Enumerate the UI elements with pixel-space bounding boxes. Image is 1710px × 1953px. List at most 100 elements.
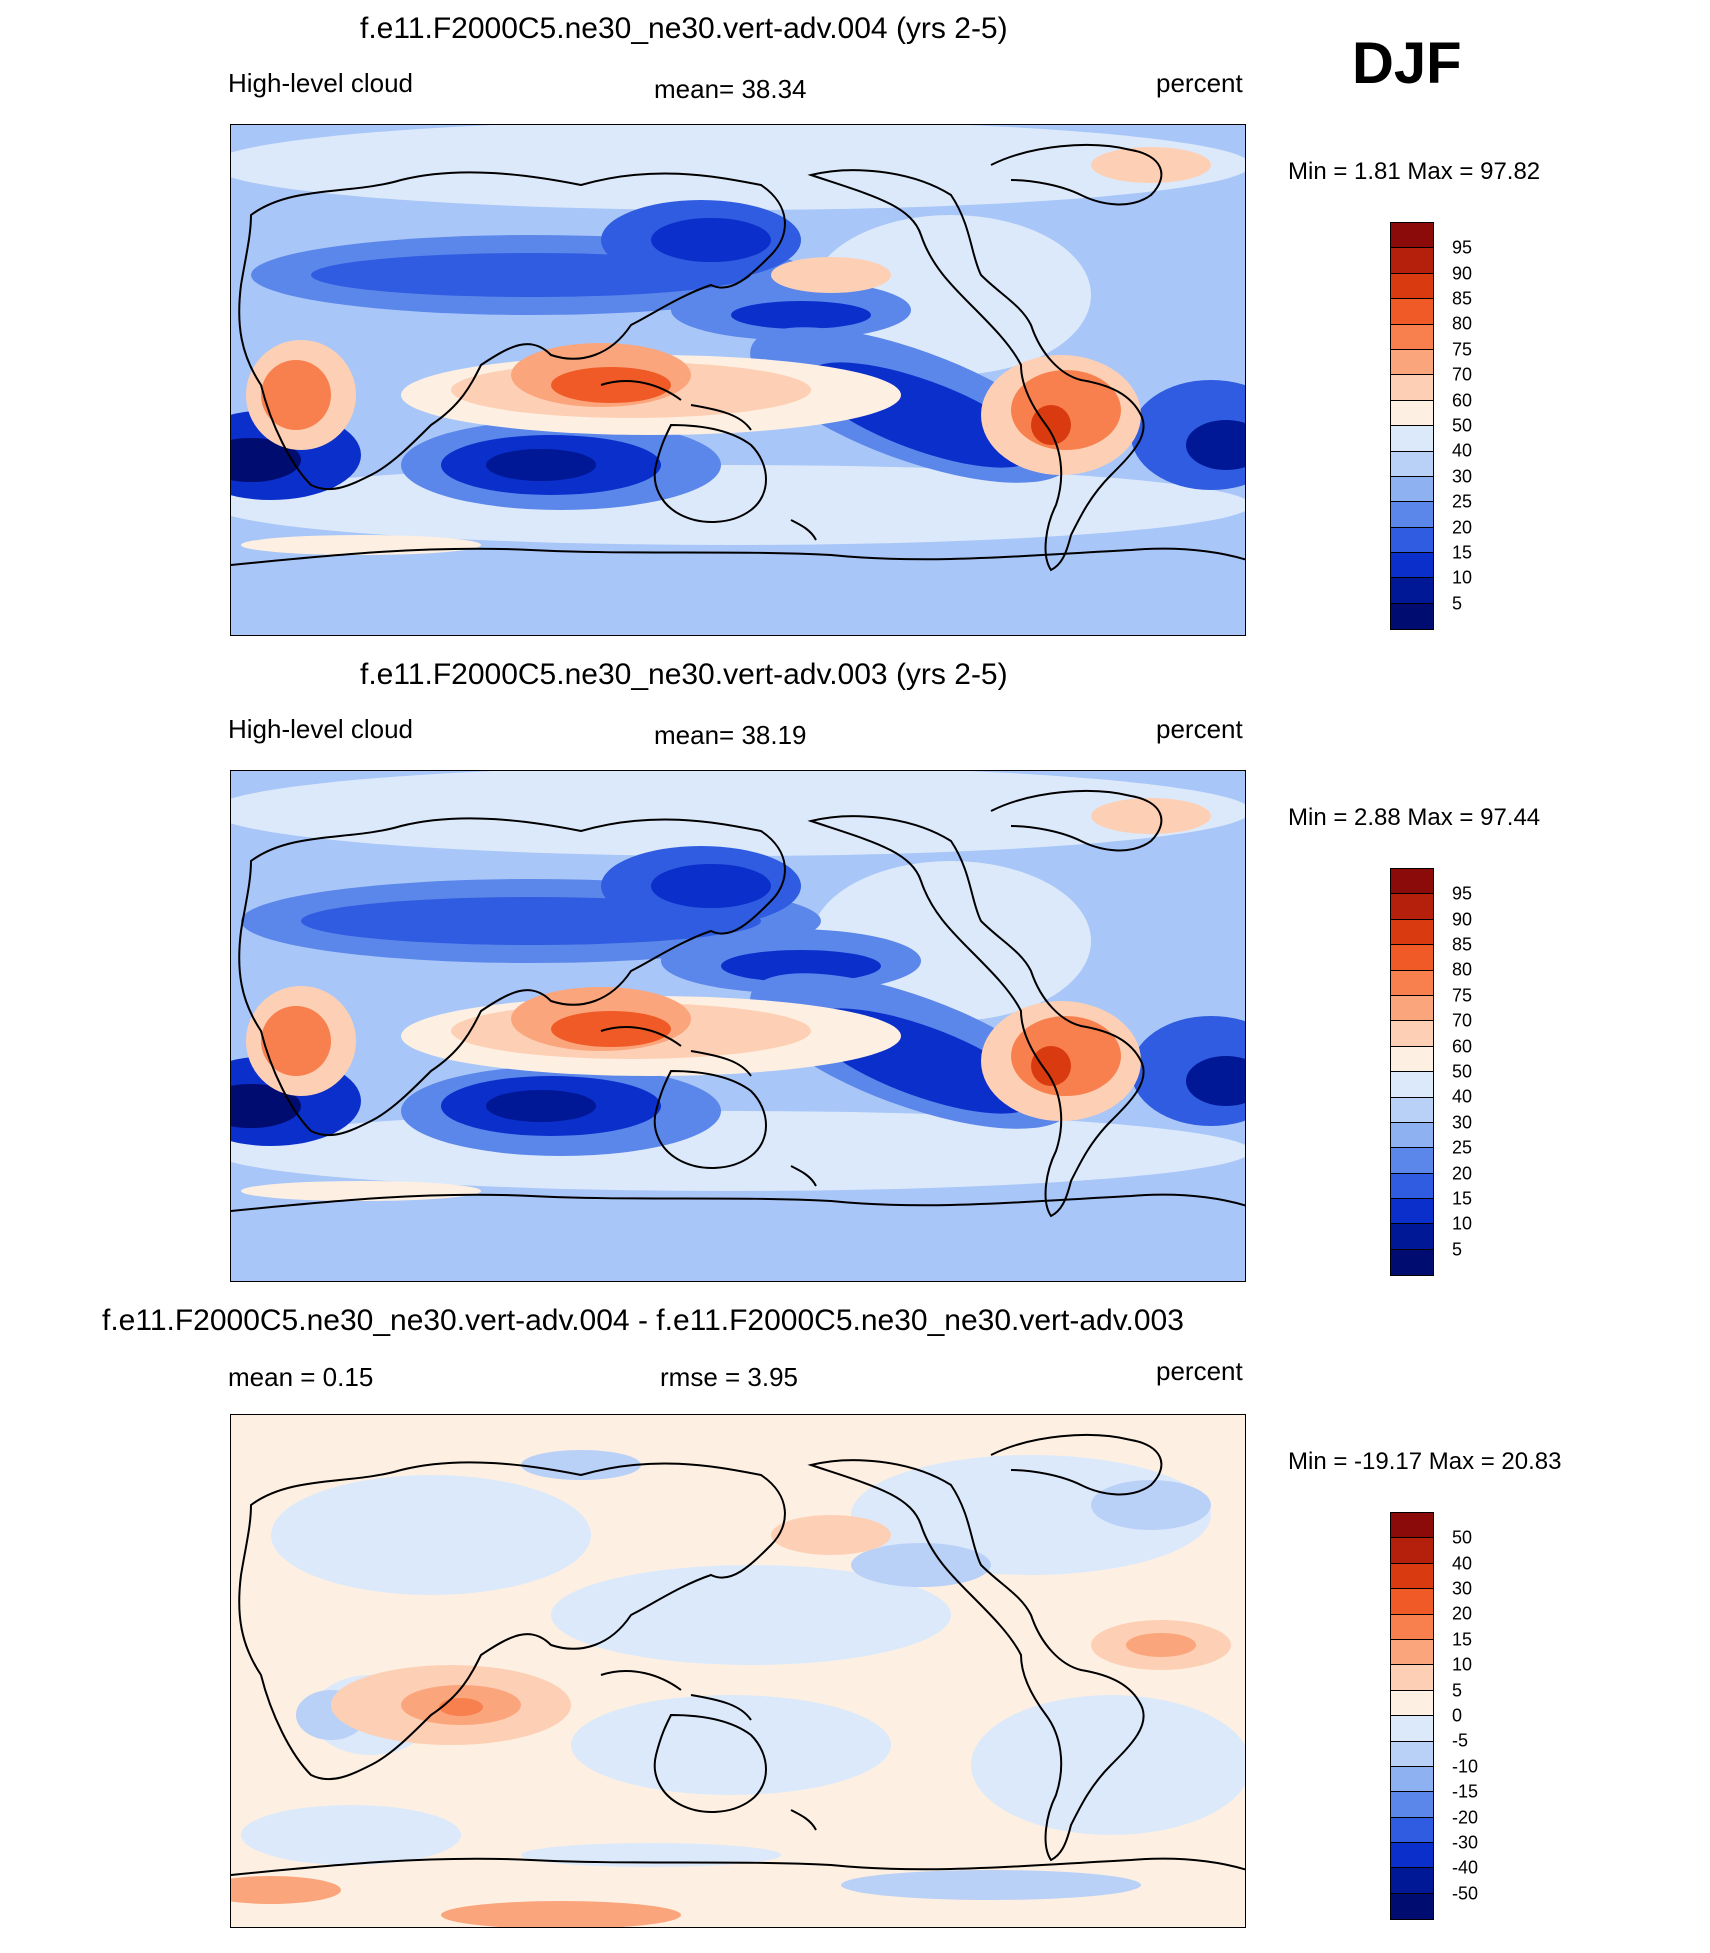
- panel-2-units-label: percent: [1156, 714, 1243, 744]
- panel-3-colorbar: [1390, 1512, 1434, 1921]
- panel-2-contour-field: [231, 771, 1245, 1281]
- panel-1-colorbar-tick: 85: [1452, 288, 1473, 309]
- panel-2-colorbar-swatch: [1391, 1173, 1433, 1200]
- panel-2-colorbar-tick: 30: [1452, 1112, 1473, 1133]
- panel-2-colorbar-tick: 95: [1452, 883, 1473, 904]
- panel-1-colorbar-swatch: [1391, 451, 1433, 477]
- panel-2-colorbar-swatch: [1391, 894, 1433, 920]
- panel-3-contour-field: [231, 1415, 1245, 1927]
- panel-2-colorbar: [1390, 868, 1434, 1277]
- panel-3-colorbar-swatch: [1391, 1766, 1433, 1793]
- panel-2-mean-label: mean= 38.19: [654, 720, 807, 750]
- panel-2-colorbar-tick: 85: [1452, 934, 1473, 955]
- panel-3-colorbar-tick: 40: [1452, 1553, 1473, 1574]
- panel-3-colorbar-tick: 15: [1452, 1629, 1473, 1650]
- panel-3-colorbar-swatch: [1391, 1690, 1433, 1717]
- panel-1-colorbar-swatch: [1391, 603, 1433, 630]
- panel-2-map: [230, 770, 1246, 1282]
- panel-2-colorbar-tick: 50: [1452, 1061, 1473, 1082]
- panel-1-colorbar-swatch: [1391, 553, 1433, 579]
- panel-3-colorbar-swatch: [1391, 1741, 1433, 1767]
- panel-1-colorbar-tick: 10: [1452, 567, 1473, 588]
- panel-1-map: [230, 124, 1246, 636]
- panel-1-colorbar-tick: 50: [1452, 415, 1473, 436]
- panel-1-colorbar-swatch: [1391, 502, 1433, 528]
- panel-3-colorbar-swatch: [1391, 1589, 1433, 1615]
- panel-3-colorbar-swatch: [1391, 1513, 1433, 1539]
- panel-1-colorbar-swatch: [1391, 476, 1433, 503]
- panel-1-units-label: percent: [1156, 68, 1243, 98]
- panel-2-colorbar-swatch: [1391, 1199, 1433, 1225]
- panel-1-colorbar-tick: 90: [1452, 263, 1473, 284]
- panel-3-rmse-label: rmse = 3.95: [660, 1362, 799, 1392]
- panel-1-colorbar-tick: 20: [1452, 517, 1473, 538]
- panel-1-colorbar-swatch: [1391, 527, 1433, 554]
- panel-3-minmax-label: Min = -19.17 Max = 20.83: [1288, 1448, 1562, 1475]
- panel-3-colorbar-swatch: [1391, 1792, 1433, 1818]
- panel-1-colorbar-swatch: [1391, 299, 1433, 325]
- panel-3-colorbar-tick: -10: [1452, 1756, 1479, 1777]
- panel-1-colorbar-tick: 60: [1452, 390, 1473, 411]
- panel-3-colorbar-swatch: [1391, 1665, 1433, 1691]
- panel-1-colorbar-swatch: [1391, 223, 1433, 249]
- panel-3-colorbar-swatch: [1391, 1614, 1433, 1640]
- panel-2-colorbar-swatch: [1391, 1072, 1433, 1098]
- panel-2-colorbar-tick: 80: [1452, 959, 1473, 980]
- panel-3-map: [230, 1414, 1246, 1928]
- panel-3-colorbar-tick: -5: [1452, 1730, 1469, 1751]
- panel-1-colorbar-swatch: [1391, 426, 1433, 452]
- panel-3-colorbar-swatch: [1391, 1639, 1433, 1666]
- panel-1-colorbar-swatch: [1391, 375, 1433, 401]
- panel-2-colorbar-swatch: [1391, 1097, 1433, 1123]
- panel-3-colorbar-tick: 10: [1452, 1654, 1473, 1675]
- panel-2-colorbar-tick: 40: [1452, 1086, 1473, 1107]
- panel-1-mean-label: mean= 38.34: [654, 74, 807, 104]
- panel-3-title: f.e11.F2000C5.ne30_ne30.vert-adv.004 - f…: [102, 1304, 1184, 1337]
- panel-2-colorbar-tick: 25: [1452, 1137, 1473, 1158]
- panel-1-colorbar-tick: 95: [1452, 237, 1473, 258]
- panel-2-colorbar-tick: 90: [1452, 909, 1473, 930]
- panel-2-variable-label: High-level cloud: [228, 714, 413, 744]
- panel-2-colorbar-swatch: [1391, 919, 1433, 946]
- panel-3-colorbar-swatch: [1391, 1843, 1433, 1869]
- panel-3-units-label: percent: [1156, 1356, 1243, 1386]
- panel-3-mean-label: mean = 0.15: [228, 1362, 374, 1392]
- panel-1-colorbar-tick: 70: [1452, 364, 1473, 385]
- panel-1-colorbar: [1390, 222, 1434, 631]
- panel-2-colorbar-swatch: [1391, 1122, 1433, 1149]
- panel-2-colorbar-swatch: [1391, 995, 1433, 1022]
- panel-3-colorbar-tick: 30: [1452, 1578, 1473, 1599]
- panel-2-colorbar-tick: 75: [1452, 985, 1473, 1006]
- panel-3-colorbar-tick: 50: [1452, 1527, 1473, 1548]
- panel-3-colorbar-swatch: [1391, 1538, 1433, 1564]
- panel-2-colorbar-swatch: [1391, 970, 1433, 996]
- panel-3-colorbar-tick: -30: [1452, 1832, 1479, 1853]
- panel-2-colorbar-swatch: [1391, 1224, 1433, 1250]
- panel-3-colorbar-swatch: [1391, 1893, 1433, 1920]
- panel-1-colorbar-tick: 75: [1452, 339, 1473, 360]
- panel-1-variable-label: High-level cloud: [228, 68, 413, 98]
- panel-1-minmax-label: Min = 1.81 Max = 97.82: [1288, 158, 1541, 185]
- panel-2-colorbar-tick: 5: [1452, 1239, 1463, 1260]
- panel-2-colorbar-swatch: [1391, 945, 1433, 971]
- panel-1-colorbar-swatch: [1391, 349, 1433, 376]
- panel-2-title: f.e11.F2000C5.ne30_ne30.vert-adv.003 (yr…: [360, 658, 1008, 691]
- panel-3-colorbar-tick: 20: [1452, 1603, 1473, 1624]
- panel-1-colorbar-tick: 25: [1452, 491, 1473, 512]
- panel-2-colorbar-tick: 70: [1452, 1010, 1473, 1031]
- panel-1-colorbar-swatch: [1391, 248, 1433, 274]
- panel-1-contour-field: [231, 125, 1245, 635]
- panel-3-colorbar-swatch: [1391, 1716, 1433, 1742]
- panel-2-colorbar-tick: 10: [1452, 1213, 1473, 1234]
- panel-1-colorbar-tick: 5: [1452, 593, 1463, 614]
- panel-2-colorbar-swatch: [1391, 869, 1433, 895]
- panel-2-colorbar-tick: 60: [1452, 1036, 1473, 1057]
- panel-3-colorbar-tick: 5: [1452, 1680, 1463, 1701]
- panel-3-colorbar-swatch: [1391, 1817, 1433, 1844]
- panel-3-colorbar-swatch: [1391, 1563, 1433, 1590]
- panel-1-colorbar-swatch: [1391, 578, 1433, 604]
- panel-3-colorbar-tick: -50: [1452, 1883, 1479, 1904]
- panel-1-title: f.e11.F2000C5.ne30_ne30.vert-adv.004 (yr…: [360, 12, 1008, 45]
- panel-2-colorbar-swatch: [1391, 1249, 1433, 1276]
- panel-2-colorbar-swatch: [1391, 1046, 1433, 1073]
